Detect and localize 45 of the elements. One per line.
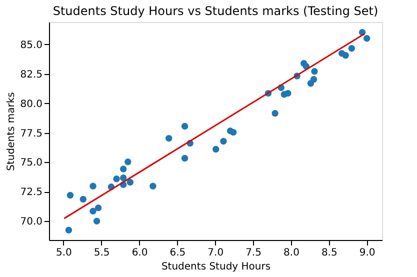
y-tick-label: 77.5 xyxy=(20,128,42,140)
y-tick-label: 85.0 xyxy=(20,40,42,51)
point xyxy=(66,192,74,199)
x-axis-title: Students Study Hours xyxy=(161,262,271,272)
point xyxy=(80,196,86,203)
x-tick-label: 6.5 xyxy=(170,248,186,258)
point xyxy=(311,68,318,75)
y-tick-label: 72.5 xyxy=(20,187,42,198)
x-tick-label: 8.0 xyxy=(284,248,300,258)
point xyxy=(212,146,220,153)
point xyxy=(181,122,188,130)
point xyxy=(124,158,132,166)
point xyxy=(181,154,188,162)
point xyxy=(120,174,127,182)
point xyxy=(150,182,156,190)
point xyxy=(90,208,96,214)
point xyxy=(120,166,127,172)
point xyxy=(272,110,278,117)
point xyxy=(348,45,356,52)
point xyxy=(342,52,349,59)
point xyxy=(113,175,120,182)
y-tick-label: 80.0 xyxy=(20,98,42,110)
point xyxy=(363,35,370,42)
x-tick-label: 7.5 xyxy=(246,248,262,258)
y-tick-label: 75.0 xyxy=(20,158,42,169)
x-tick-label: 9.0 xyxy=(359,248,376,258)
chart-title: Students Study Hours vs Students marks (Testing Set) xyxy=(52,4,378,18)
y-tick-label: 70.0 xyxy=(20,216,42,228)
point xyxy=(90,182,96,190)
point xyxy=(165,134,172,142)
y-tick-label: 82.5 xyxy=(20,69,42,80)
point xyxy=(220,138,227,145)
x-tick-label: 8.5 xyxy=(321,248,338,258)
x-tick-label: 7.0 xyxy=(208,248,224,258)
point xyxy=(94,204,102,212)
x-tick-label: 5.0 xyxy=(56,248,72,258)
point xyxy=(307,80,314,87)
y-axis-title: Students marks xyxy=(6,92,18,171)
point xyxy=(65,226,72,234)
x-tick-label: 6.0 xyxy=(132,248,148,258)
point xyxy=(93,218,100,224)
point xyxy=(126,178,134,186)
x-tick-label: 5.5 xyxy=(94,248,110,258)
point xyxy=(230,128,237,136)
point xyxy=(284,90,292,97)
